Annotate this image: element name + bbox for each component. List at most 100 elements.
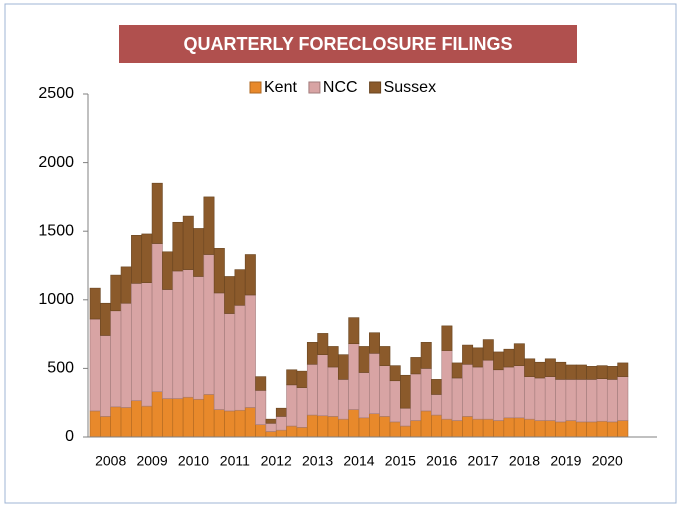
x-tick-label: 2015: [385, 453, 416, 469]
bar-segment: [213, 248, 225, 294]
bar-segment: [141, 282, 153, 407]
bar-segment: [203, 254, 215, 395]
bar-segment: [265, 422, 277, 432]
bar-segment: [472, 418, 484, 438]
bar-segment: [141, 405, 153, 438]
bar-segment: [286, 369, 298, 386]
bar-segment: [151, 391, 163, 438]
bar-segment: [131, 400, 143, 438]
bar-segment: [482, 339, 494, 361]
bar-segment: [296, 427, 308, 438]
bar-segment: [234, 269, 246, 306]
bar-segment: [431, 379, 443, 395]
bar-segment: [89, 410, 101, 438]
y-tick-label: 2500: [38, 85, 74, 102]
bar-segment: [348, 409, 360, 438]
bar-segment: [503, 417, 515, 438]
bar-segment: [410, 373, 422, 421]
bar-segment: [534, 420, 546, 438]
legend-swatch: [249, 81, 262, 94]
bar-segment: [151, 182, 163, 244]
bar-segment: [575, 364, 587, 380]
bar-segment: [586, 366, 598, 380]
bar-segment: [596, 365, 608, 379]
bar-segment: [420, 410, 432, 438]
bar-segment: [120, 302, 132, 408]
bar-segment: [441, 418, 453, 438]
bar-segment: [565, 379, 577, 421]
bar-segment: [275, 429, 287, 438]
bar-segment: [162, 251, 174, 290]
bar-segment: [524, 376, 536, 420]
bar-segment: [389, 421, 401, 438]
bar-segment: [317, 415, 329, 438]
bar-segment: [327, 346, 339, 368]
x-tick-label: 2012: [261, 453, 292, 469]
bar-segment: [524, 358, 536, 377]
bar-segment: [544, 358, 556, 377]
y-tick-label: 1500: [38, 222, 74, 239]
bar-segment: [379, 346, 391, 366]
x-tick-label: 2008: [95, 453, 126, 469]
bar-segment: [441, 350, 453, 420]
bar-segment: [203, 394, 215, 438]
bar-segment: [534, 361, 546, 379]
bar-segment: [100, 416, 111, 438]
bar-segment: [462, 416, 474, 438]
bar-segment: [213, 409, 225, 438]
bar-segment: [275, 416, 287, 431]
x-tick-label: 2009: [136, 453, 167, 469]
bar-segment: [337, 379, 349, 420]
bar-segment: [420, 342, 432, 369]
x-tick-label: 2019: [550, 453, 581, 469]
bar-segment: [400, 407, 412, 427]
bar-segment: [120, 266, 132, 304]
bar-segment: [534, 377, 546, 421]
bar-segment: [513, 417, 525, 438]
bar-segment: [182, 215, 194, 270]
bar-segment: [400, 425, 412, 438]
bar-segment: [596, 420, 608, 438]
bar-segment: [317, 333, 329, 355]
bar-segment: [275, 407, 287, 417]
x-tick-label: 2018: [509, 453, 540, 469]
x-tick-label: 2011: [220, 453, 250, 469]
bar-segment: [182, 269, 194, 398]
bar-segment: [482, 359, 494, 420]
bar-segment: [131, 235, 143, 284]
bar-segment: [348, 317, 360, 345]
bar-segment: [317, 354, 329, 417]
bar-segment: [286, 384, 298, 427]
bar-segment: [472, 347, 484, 368]
bar-segment: [493, 351, 505, 371]
bar-segment: [110, 406, 122, 438]
bar-segment: [255, 376, 267, 391]
bar-segment: [451, 362, 463, 379]
frame: [4, 3, 677, 504]
bar-segment: [265, 418, 277, 424]
bar-segment: [172, 221, 184, 272]
bar-segment: [431, 414, 443, 438]
title-box: [119, 25, 577, 63]
bar-segment: [286, 425, 298, 438]
bar-segment: [493, 420, 505, 438]
bar-segment: [89, 287, 101, 320]
bar-segment: [327, 366, 339, 417]
bar-segment: [472, 366, 484, 420]
bar-segment: [503, 366, 515, 419]
bar-segment: [193, 228, 205, 277]
bar-segment: [462, 363, 474, 417]
legend-swatch: [369, 81, 382, 94]
bar-segment: [555, 361, 567, 380]
bar-segment: [306, 414, 318, 438]
bar-segment: [244, 254, 256, 296]
bar-segment: [617, 362, 629, 377]
bar-segment: [410, 420, 422, 438]
bar-segment: [358, 417, 370, 438]
bar-segment: [120, 407, 132, 438]
bar-segment: [586, 379, 598, 423]
bar-segment: [306, 342, 318, 365]
y-tick-label: 1000: [38, 291, 74, 308]
bar-segment: [337, 418, 349, 438]
